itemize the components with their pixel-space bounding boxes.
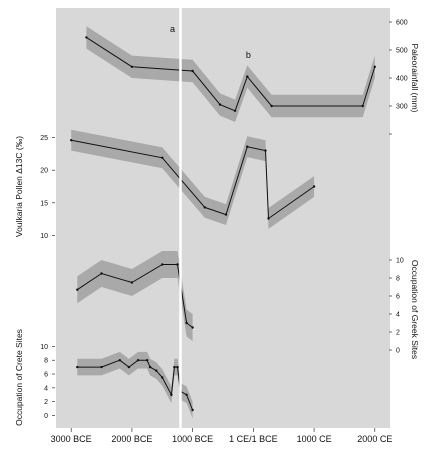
- crete-sites-axis-title: Occupation of Crete Sites: [14, 329, 24, 426]
- paleorainfall-point-4: [233, 109, 237, 113]
- pollen-ytick-label-1: 15: [40, 200, 48, 207]
- crete-sites-point-13: [185, 393, 188, 396]
- greek-sites-point-2: [130, 281, 134, 284]
- pollen-confidence-band: [71, 129, 315, 229]
- greek-sites-ytick-label-1: 2: [396, 330, 400, 337]
- pollen-point-4: [246, 145, 249, 148]
- paleorainfall-point-8: [373, 65, 376, 69]
- xtick-label-2000-ce: 2000 CE: [357, 434, 392, 444]
- pollen-point-0: [70, 139, 73, 142]
- greek-sites-axis-title: Occupation of Greek Sites: [410, 260, 420, 359]
- crete-sites-ytick-label-2: 4: [44, 385, 48, 392]
- paleorainfall-point-2: [191, 69, 194, 73]
- crete-sites-ytick-label-4: 8: [44, 358, 48, 365]
- crete-sites-confidence-band: [77, 351, 193, 419]
- crete-sites-point-8: [161, 376, 164, 379]
- crete-sites-point-6: [148, 365, 152, 369]
- crete-sites-point-7: [155, 369, 158, 372]
- crete-sites-point-2: [118, 359, 122, 362]
- paleorainfall-ytick-label-3: 500: [396, 48, 408, 55]
- panel-paleorainfall: 300 400 500 600 Paleorainfall (mm): [85, 20, 420, 135]
- pollen-point-7: [312, 185, 316, 188]
- pollen-point-2: [203, 206, 206, 209]
- greek-sites-ytick-label-3: 6: [396, 294, 400, 301]
- crete-sites-point-9: [170, 393, 173, 396]
- paleorainfall-point-1: [130, 65, 134, 69]
- pollen-series-line: [71, 139, 315, 220]
- marker-a-label: a: [170, 24, 175, 34]
- crete-sites-point-11: [176, 365, 179, 369]
- crete-sites-point-0: [76, 365, 79, 369]
- crete-sites-ytick-label-0: 0: [44, 413, 48, 420]
- xtick-label-3000-bce: 3000 BCE: [51, 434, 92, 444]
- pollen-point-6: [267, 217, 270, 220]
- xtick-label-2000-bce: 2000 BCE: [111, 434, 152, 444]
- pollen-axis-title: Voulkaria Pollen Δ13C (‰): [14, 136, 24, 237]
- pollen-point-5: [264, 149, 267, 152]
- paleorainfall-confidence-band: [86, 26, 375, 123]
- xtick-label-1000-bce: 1000 BCE: [172, 434, 213, 444]
- paleorainfall-point-3: [218, 103, 222, 106]
- paleorainfall-ytick-label-2: 400: [396, 76, 408, 83]
- pollen-ytick-label-0: 10: [40, 233, 48, 240]
- greek-sites-point-6: [191, 326, 194, 329]
- paleorainfall-ytick-label-4: 600: [396, 20, 408, 27]
- greek-sites-point-5: [185, 321, 188, 325]
- paleorainfall-ytick-label-1: 300: [396, 104, 408, 111]
- pollen-point-1: [161, 156, 164, 159]
- greek-sites-ytick-label-4: 8: [396, 276, 400, 283]
- crete-sites-ytick-label-1: 2: [44, 399, 48, 406]
- crete-sites-ytick-label-5: 10: [40, 344, 48, 351]
- greek-sites-point-4: [176, 263, 179, 266]
- paleorainfall-point-5: [246, 75, 249, 78]
- greek-sites-point-0: [76, 288, 79, 291]
- crete-sites-point-4: [136, 359, 140, 362]
- greek-sites-point-1: [100, 272, 103, 275]
- pollen-point-3: [224, 213, 228, 216]
- paleorainfall-axis-title: Paleorainfall (mm): [410, 44, 420, 113]
- paleorainfall-point-7: [361, 104, 364, 108]
- greek-sites-ytick-label-0: 0: [396, 348, 400, 355]
- panel-greek-sites: 0 2 4 6 8 10 Occupation of Greek Sites: [76, 251, 420, 359]
- xtick-label-1-ce-1-bce: 1 CE/1 BCE: [229, 434, 278, 444]
- crete-sites-point-5: [145, 359, 149, 362]
- greek-sites-ytick-label-5: 10: [396, 258, 404, 265]
- pollen-ytick-label-2: 20: [40, 168, 48, 175]
- greek-sites-confidence-band: [77, 251, 193, 341]
- greek-sites-ytick-label-2: 4: [396, 312, 400, 319]
- greek-sites-point-3: [161, 263, 164, 266]
- pollen-ytick-label-3: 25: [40, 135, 48, 142]
- paleorainfall-point-6: [270, 104, 273, 108]
- crete-sites-point-10: [173, 365, 176, 369]
- paleorainfall-point-0: [85, 36, 88, 39]
- crete-sites-point-14: [191, 408, 194, 412]
- marker-b-label: b: [246, 50, 251, 60]
- panel-pollen: 10 15 20 25 Voulkaria Pollen Δ13C (‰): [14, 129, 316, 240]
- xtick-label-1000-ce: 1000 CE: [297, 434, 332, 444]
- crete-sites-ytick-label-3: 6: [44, 372, 48, 379]
- crete-sites-point-3: [127, 365, 131, 369]
- crete-sites-point-1: [100, 365, 103, 369]
